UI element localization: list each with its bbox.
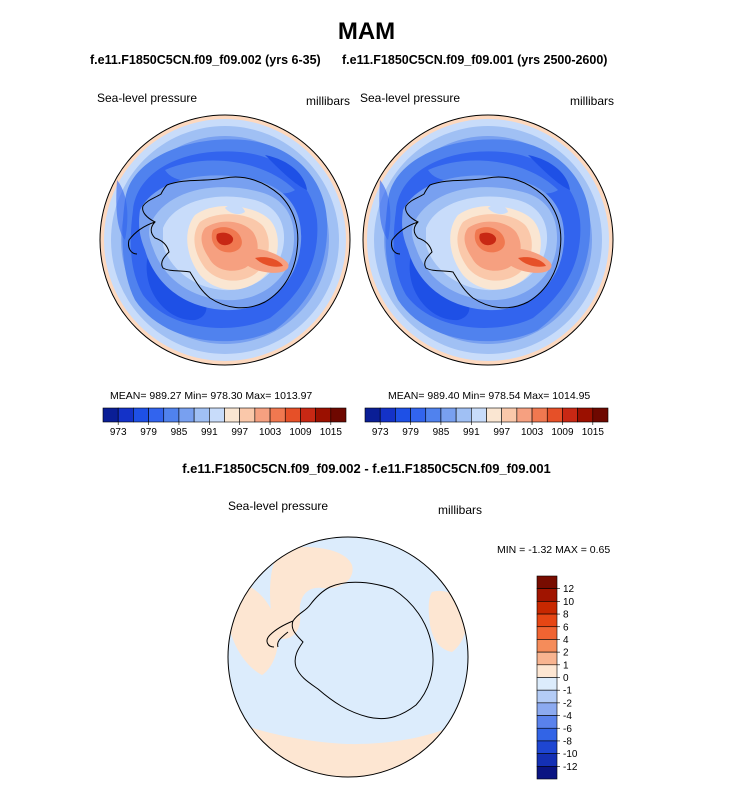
colorbar-swatch [102, 407, 119, 423]
colorbar-swatch [536, 727, 558, 742]
colorbar-swatch [425, 407, 442, 423]
colorbar-swatch [536, 651, 558, 666]
diff-title: f.e11.F1850C5CN.f09_f09.002 - f.e11.F185… [182, 461, 551, 476]
colorbar-swatch [364, 407, 381, 423]
colorbar-swatch [455, 407, 472, 423]
colorbar-swatch [178, 407, 195, 423]
colorbar-swatch [536, 613, 558, 628]
colorbar-tick-label: 997 [493, 427, 510, 438]
colorbar-swatch [536, 626, 558, 640]
colorbar-tick-label: -8 [563, 736, 572, 747]
colorbar-panel-2: 973 979 985 991 997 1003 1009 1015 [364, 407, 609, 438]
map-panel-2 [362, 114, 614, 366]
panel-2-title: f.e11.F1850C5CN.f09_f09.001 (yrs 2500-26… [342, 53, 608, 67]
colorbar-swatch [536, 664, 558, 678]
colorbar-tick-label: -12 [563, 762, 578, 773]
colorbar-tick-label: -10 [563, 749, 578, 760]
panel-1-units-label: millibars [306, 94, 351, 108]
colorbar-swatch [536, 677, 558, 691]
colorbar-swatch [254, 407, 271, 423]
colorbar-swatch [117, 407, 134, 423]
colorbar-swatch [516, 407, 533, 423]
panel-1-title: f.e11.F1850C5CN.f09_f09.002 (yrs 6-35) [90, 53, 321, 67]
colorbar-swatch [546, 407, 563, 423]
colorbar-swatch [284, 407, 301, 423]
colorbar-tick-label: 973 [372, 427, 389, 438]
colorbar-swatch [486, 407, 502, 423]
colorbar-swatch [163, 407, 180, 423]
colorbar-swatch [536, 689, 558, 704]
colorbar-swatch [536, 639, 558, 653]
colorbar-swatch [330, 407, 347, 423]
colorbar-swatch [269, 407, 286, 423]
colorbar-tick-label: 1 [563, 660, 569, 671]
colorbar-tick-label: -6 [563, 724, 572, 735]
colorbar-tick-label: 0 [563, 673, 569, 684]
diff-units-label: millibars [438, 503, 483, 517]
colorbar-swatch [536, 588, 558, 602]
colorbar-tick-label: 12 [563, 584, 575, 595]
panel-2-variable-label: Sea-level pressure [360, 91, 461, 105]
colorbar-swatch [148, 407, 165, 423]
colorbar-tick-label: 979 [140, 427, 157, 438]
colorbar-tick-label: 979 [402, 427, 419, 438]
colorbar-tick-label: 10 [563, 597, 575, 608]
colorbar-swatch [410, 407, 427, 423]
panel-2-units-label: millibars [570, 94, 615, 108]
colorbar-swatch [536, 766, 558, 780]
colorbar-tick-label: 985 [433, 427, 450, 438]
colorbar-tick-label: 8 [563, 610, 569, 621]
colorbar-tick-label: 1015 [582, 427, 605, 438]
map-panel-diff [227, 536, 469, 778]
colorbar-tick-label: 1015 [320, 427, 343, 438]
colorbar-tick-label: 4 [563, 635, 569, 646]
colorbar-tick-label: 985 [171, 427, 188, 438]
colorbar-swatch [239, 407, 256, 423]
map-panel-1 [99, 114, 351, 366]
colorbar-swatch [395, 407, 411, 423]
colorbar-tick-label: 1003 [259, 427, 282, 438]
colorbar-swatch [315, 407, 332, 423]
panel-2-stats: MEAN= 989.40 Min= 978.54 Max= 1014.95 [388, 390, 591, 402]
panel-1-stats: MEAN= 989.27 Min= 978.30 Max= 1013.97 [110, 390, 313, 402]
diff-variable-label: Sea-level pressure [228, 499, 329, 513]
colorbar-swatch [209, 407, 225, 423]
colorbar-swatch [536, 702, 558, 716]
colorbar-tick-label: 6 [563, 622, 569, 633]
colorbar-tick-label: 991 [201, 427, 218, 438]
colorbar-swatch [193, 407, 210, 423]
colorbar-swatch [536, 740, 558, 754]
colorbar-tick-label: 1009 [289, 427, 312, 438]
colorbar-swatch [536, 601, 558, 615]
colorbar-swatch [440, 407, 457, 423]
colorbar-tick-label: -1 [563, 686, 572, 697]
colorbar-tick-label: 973 [110, 427, 127, 438]
colorbar-tick-label: -4 [563, 711, 572, 722]
colorbar-tick-label: 997 [231, 427, 248, 438]
colorbar-tick-label: 2 [563, 648, 569, 659]
colorbar-swatch [133, 407, 149, 423]
colorbar-tick-label: -2 [563, 698, 572, 709]
colorbar-tick-label: 1009 [551, 427, 574, 438]
colorbar-swatch [300, 407, 316, 423]
colorbar-swatch [379, 407, 396, 423]
colorbar-swatch [224, 407, 240, 423]
colorbar-swatch [471, 407, 487, 423]
colorbar-swatch [577, 407, 594, 423]
colorbar-swatch [536, 715, 558, 729]
colorbar-swatch [536, 753, 558, 767]
colorbar-swatch [592, 407, 609, 423]
colorbar-swatch [536, 575, 558, 589]
colorbar-tick-label: 991 [463, 427, 480, 438]
colorbar-tick-label: 1003 [521, 427, 544, 438]
colorbar-panel-1: 973 979 985 991 997 1003 1009 1015 [102, 407, 347, 438]
colorbar-swatch [501, 407, 518, 423]
diff-minmax: MIN = -1.32 MAX = 0.65 [497, 544, 611, 556]
colorbar-swatch [531, 407, 548, 423]
colorbar-swatch [562, 407, 578, 423]
page-title: MAM [337, 18, 396, 45]
panel-1-variable-label: Sea-level pressure [97, 91, 198, 105]
